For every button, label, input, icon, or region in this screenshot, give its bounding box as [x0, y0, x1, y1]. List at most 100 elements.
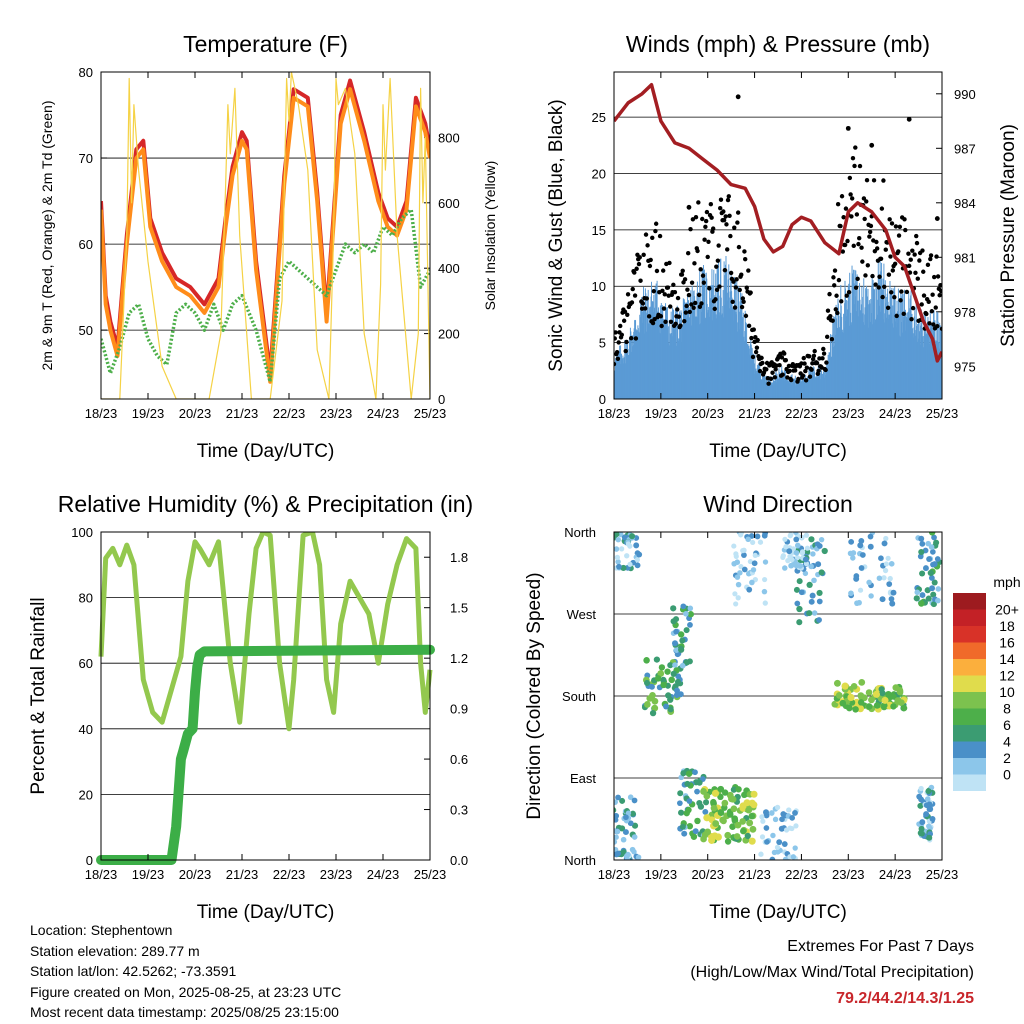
dir-point — [803, 532, 810, 538]
temp-y2tick-label: 800 — [438, 130, 460, 145]
gust-point — [628, 336, 634, 341]
gust-point — [931, 322, 936, 327]
wind-xtick-label: 25/23 — [926, 406, 959, 421]
dir-point — [683, 627, 690, 634]
rh-plot-area — [96, 532, 435, 865]
legend-swatch — [953, 609, 986, 626]
gust-point — [779, 355, 785, 360]
dir-point — [798, 589, 805, 596]
extremes-values: 79.2/44.2/14.3/1.25 — [836, 990, 974, 1007]
gust-point — [679, 272, 685, 277]
gust-point — [653, 228, 658, 234]
gust-point — [644, 296, 649, 301]
dir-point — [786, 548, 793, 555]
dir-point — [927, 806, 934, 813]
dir-point — [737, 570, 743, 576]
dir-point — [679, 662, 686, 669]
dir-point — [793, 550, 800, 556]
dir-point — [623, 814, 629, 821]
legend-label: 18 — [999, 618, 1015, 634]
dir-point — [629, 810, 636, 817]
dir-point — [746, 586, 753, 593]
legend-swatch — [953, 659, 986, 676]
gust-point — [638, 278, 643, 283]
dir-point — [619, 797, 626, 804]
rh-y2tick-label: 1.8 — [450, 550, 468, 565]
wind-xtick-label: 19/23 — [645, 406, 678, 421]
gust-point — [726, 194, 731, 199]
dir-point — [619, 825, 626, 832]
dir-point — [735, 581, 742, 588]
temp-xtick-label: 18/23 — [85, 406, 118, 421]
wind-ytick-label: 0 — [599, 392, 606, 407]
gust-point — [811, 353, 817, 358]
dir-point — [663, 703, 670, 710]
dir-point — [654, 675, 662, 682]
gust-point — [706, 239, 711, 244]
location-text: Location: Stephentown — [30, 922, 173, 938]
gust-point — [766, 381, 771, 386]
wind-ylabel: Sonic Wind & Gust (Blue, Black) — [546, 99, 567, 371]
dir-point — [928, 532, 936, 536]
gust-point — [724, 222, 729, 227]
extremes-title: Extremes For Past 7 Days — [787, 938, 974, 955]
dir-point — [894, 697, 902, 704]
gust-point — [877, 274, 882, 279]
dir-point — [623, 853, 630, 859]
gust-point — [787, 368, 792, 374]
gust-point — [830, 318, 835, 323]
wind-xtick-label: 18/23 — [598, 406, 631, 421]
gust-point — [780, 372, 785, 377]
gust-point — [915, 276, 920, 281]
wind-ytick-label: 15 — [592, 223, 606, 238]
dir-point — [667, 662, 674, 669]
gust-point — [684, 303, 689, 309]
gust-point — [700, 273, 706, 278]
gust-point — [920, 248, 925, 253]
dir-point — [754, 533, 761, 540]
pressure-line — [614, 82, 942, 363]
gust-point — [914, 233, 919, 239]
gust-point — [665, 285, 671, 290]
gust-point — [786, 363, 792, 369]
gust-point — [865, 263, 871, 268]
gust-point — [832, 268, 838, 273]
dir-point — [846, 704, 853, 712]
gust-point — [685, 287, 690, 292]
gust-point — [836, 277, 842, 283]
dir-point — [858, 538, 865, 544]
dir-point — [657, 670, 665, 677]
dir-point — [879, 596, 886, 603]
dir-point — [810, 551, 816, 557]
gust-point — [921, 269, 926, 274]
dir-point — [918, 796, 925, 803]
dir-point — [646, 695, 654, 702]
dir-point — [660, 676, 667, 684]
gust-point — [844, 293, 849, 298]
dir-point — [614, 799, 618, 805]
temp-y2tick-label: 200 — [438, 327, 460, 342]
dir-point — [744, 832, 751, 840]
dir-point — [651, 704, 659, 712]
dir-point — [615, 850, 622, 857]
gust-point — [682, 318, 687, 324]
dir-point — [857, 692, 865, 699]
dir-point — [677, 790, 684, 797]
dir-point — [878, 555, 884, 562]
gust-point — [816, 368, 821, 373]
gust-point — [862, 216, 867, 222]
dir-point — [734, 574, 741, 580]
dir-point — [850, 683, 858, 690]
gust-point — [807, 354, 812, 359]
wind-ytick-label: 10 — [592, 279, 606, 294]
gust-point — [803, 368, 808, 374]
gust-point — [735, 210, 741, 215]
rh-xtick-label: 21/23 — [226, 867, 259, 882]
dir-point — [783, 544, 789, 550]
dir-point — [866, 703, 873, 710]
dir-point — [918, 830, 925, 837]
rh-ytick-label: 60 — [79, 656, 93, 671]
gust-point — [708, 201, 714, 207]
dir-point — [760, 818, 766, 824]
dir-point — [750, 567, 757, 573]
